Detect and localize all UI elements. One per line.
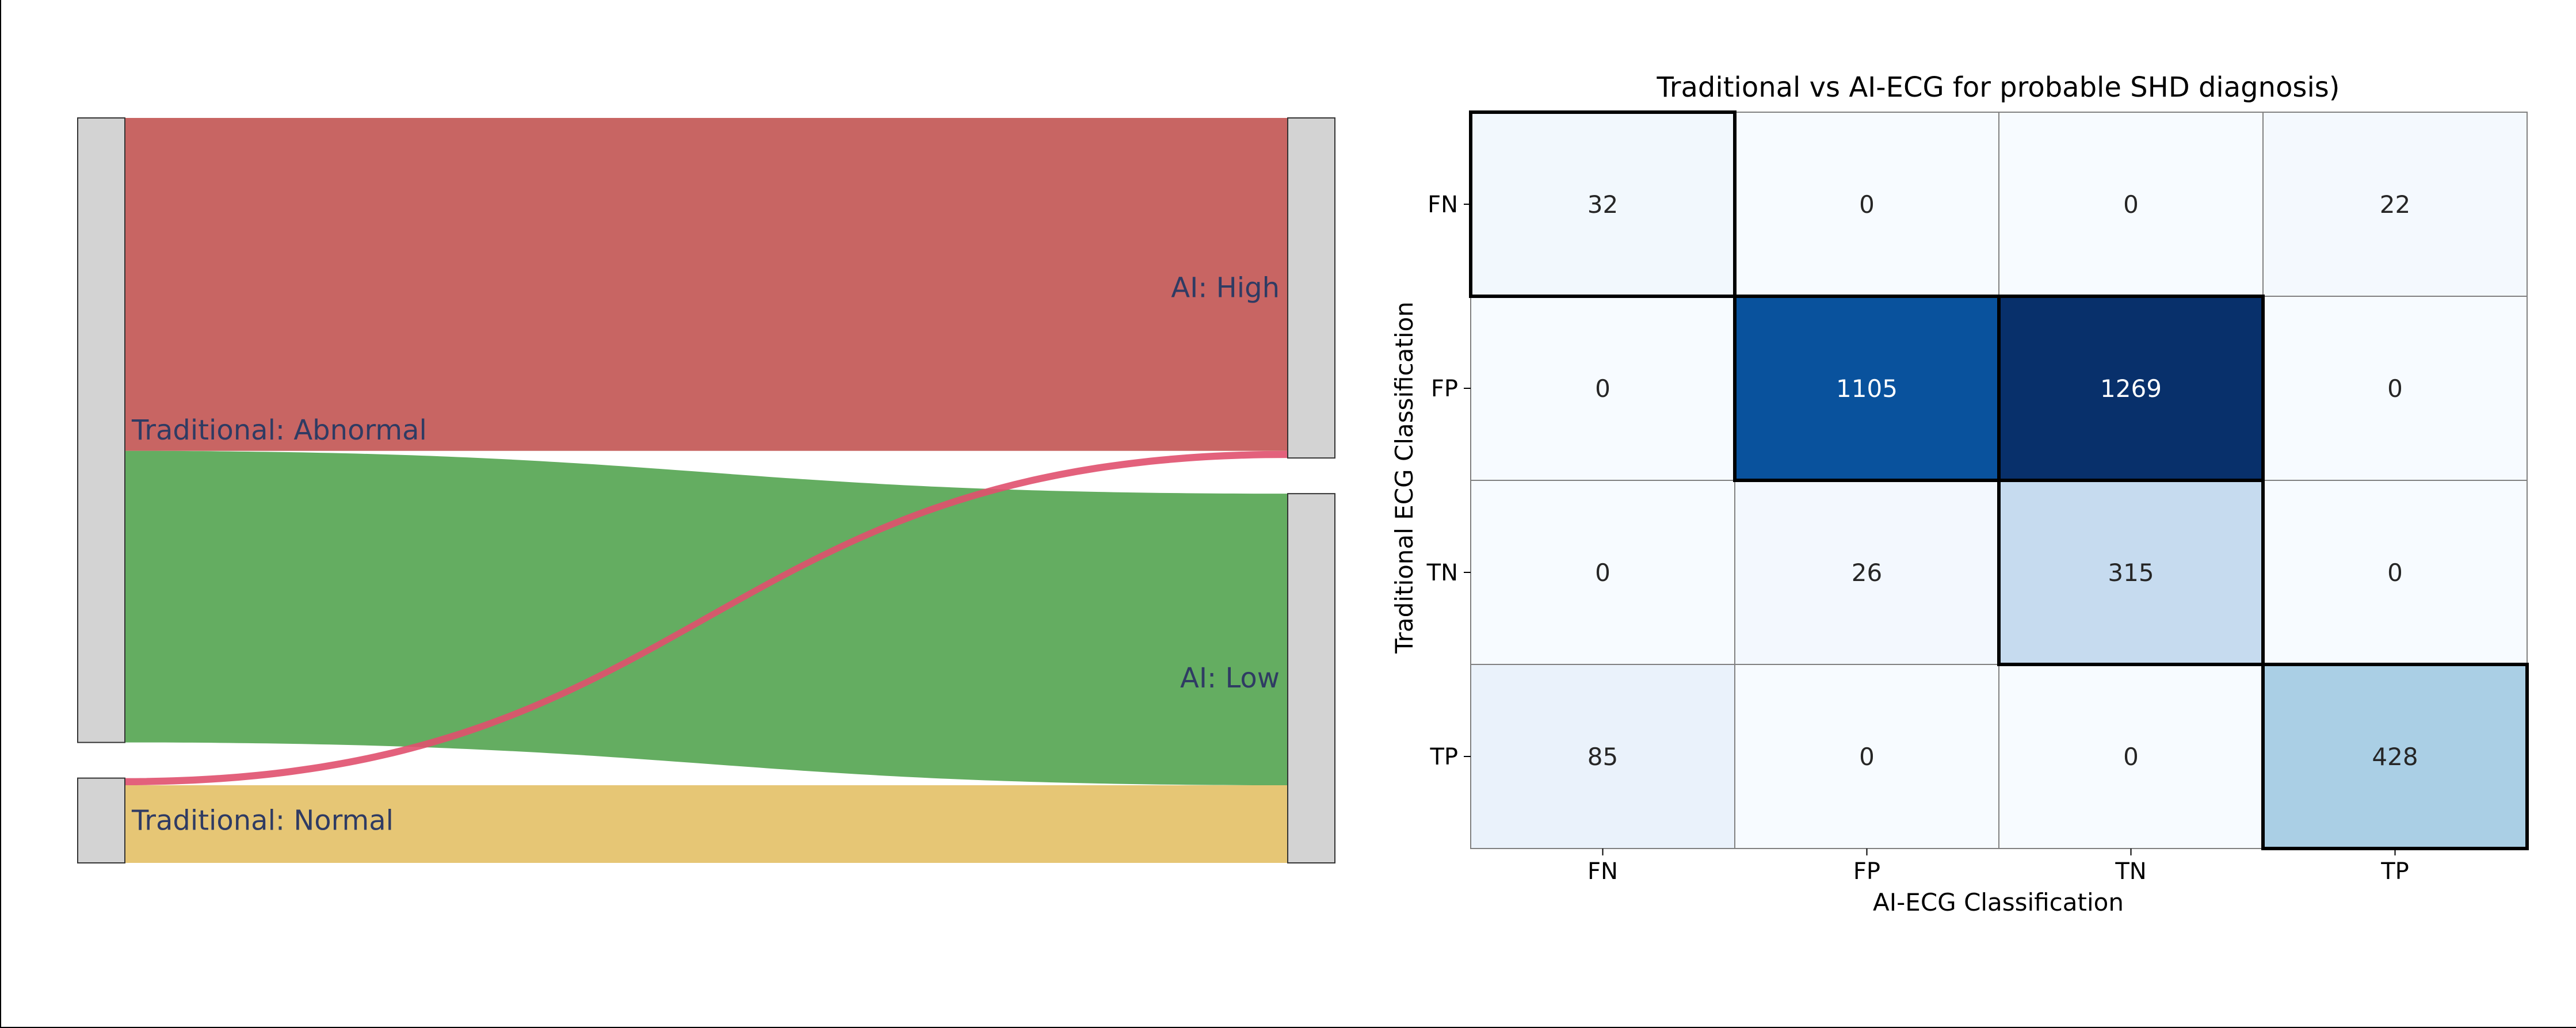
heatmap-title: Traditional vs AI-ECG for probable SHD d… — [1656, 71, 2340, 104]
heatmap-cell-TN-FN — [1470, 480, 1735, 665]
confusion-matrix-heatmap: Traditional vs AI-ECG for probable SHD d… — [1390, 71, 2529, 916]
y-tick-label-TN: TN — [1426, 560, 1458, 586]
heatmap-cell-TP-TP — [2262, 664, 2528, 849]
heatmap-value-TN-TN: 315 — [2108, 559, 2154, 587]
heatmap-x-ticks: FN FP TN TP — [1587, 849, 2409, 885]
heatmap-value-FP-FP: 1105 — [1836, 374, 1898, 403]
x-tick-label-FN: FN — [1587, 858, 1618, 885]
heatmap-value-FN-TN: 0 — [2123, 190, 2139, 219]
heatmap-y-axis-label: Traditional ECG Classification — [1390, 301, 1418, 654]
sankey-node-ai_low — [1287, 493, 1335, 863]
sankey-link-trad_normal-to-ai_low — [125, 785, 1288, 863]
heatmap-highlight-borders — [1469, 110, 2529, 850]
heatmap-cells — [1470, 112, 2528, 849]
heatmap-cell-FP-TN — [1998, 296, 2264, 481]
sankey-node-ai_high — [1287, 117, 1335, 459]
heatmap-value-TN-FN: 0 — [1595, 559, 1611, 587]
heatmap-cell-TN-TP — [2262, 480, 2528, 665]
heatmap-cell-TN-TN — [1998, 480, 2264, 665]
x-tick-label-TP: TP — [2380, 858, 2409, 885]
sankey-diagram: Traditional: Abnormal Traditional: Normal… — [77, 117, 1335, 863]
heatmap-value-TN-TP: 0 — [2387, 559, 2403, 587]
heatmap-cell-FN-FP — [1734, 112, 1999, 297]
heatmap-x-axis-label: AI-ECG Classification — [1873, 888, 2124, 916]
heatmap-value-FP-TP: 0 — [2387, 374, 2403, 403]
sankey-nodes — [77, 117, 1335, 863]
sankey-labels: Traditional: Abnormal Traditional: Normal… — [131, 272, 1280, 837]
heatmap-value-labels: 32 0 0 22 0 1105 1269 0 0 26 315 0 85 0 0 428 — [1587, 190, 2418, 771]
heatmap-value-TP-FN: 85 — [1587, 743, 1618, 771]
heatmap-cell-FN-TN — [1998, 112, 2264, 297]
y-tick-label-FP: FP — [1431, 376, 1458, 402]
sankey-label-trad_normal: Traditional: Normal — [131, 804, 394, 836]
heatmap-cell-FP-TP — [2262, 296, 2528, 481]
heatmap-y-ticks: FN FP TN TP — [1426, 192, 1471, 770]
heatmap-cell-TP-FP — [1734, 664, 1999, 849]
sankey-label-ai_high: AI: High — [1171, 272, 1280, 304]
sankey-link-trad_normal-to-ai_high — [125, 450, 1288, 785]
heatmap-value-TP-TN: 0 — [2123, 743, 2139, 771]
sankey-node-trad_normal — [77, 777, 125, 863]
heatmap-cell-FN-TP — [2262, 112, 2528, 297]
heatmap-cell-FN-FN — [1470, 112, 1735, 297]
heatmap-value-FP-TN: 1269 — [2100, 374, 2162, 403]
sankey-link-trad_abnormal-to-ai_high — [125, 118, 1288, 451]
x-tick-label-TN: TN — [2115, 858, 2146, 885]
heatmap-cell-TN-FP — [1734, 480, 1999, 665]
heatmap-value-FN-FP: 0 — [1859, 190, 1875, 219]
heatmap-value-TP-FP: 0 — [1859, 743, 1875, 771]
sankey-label-ai_low: AI: Low — [1180, 662, 1280, 694]
y-tick-label-TP: TP — [1429, 744, 1458, 770]
sankey-node-trad_abnormal — [77, 117, 125, 743]
heatmap-cell-FP-FP — [1734, 296, 1999, 481]
sankey-links — [125, 118, 1288, 863]
sankey-label-trad_abnormal: Traditional: Abnormal — [131, 414, 427, 446]
heatmap-value-TP-TP: 428 — [2372, 743, 2418, 771]
heatmap-value-FN-FN: 32 — [1587, 190, 1618, 219]
x-tick-label-FP: FP — [1853, 858, 1880, 885]
heatmap-value-FN-TP: 22 — [2380, 190, 2410, 219]
heatmap-value-FP-FN: 0 — [1595, 374, 1611, 403]
heatmap-highlight-TN-TN — [1997, 479, 2265, 666]
y-tick-label-FN: FN — [1428, 192, 1458, 218]
heatmap-cell-TP-TN — [1998, 664, 2264, 849]
heatmap-value-TN-FP: 26 — [1852, 559, 1882, 587]
